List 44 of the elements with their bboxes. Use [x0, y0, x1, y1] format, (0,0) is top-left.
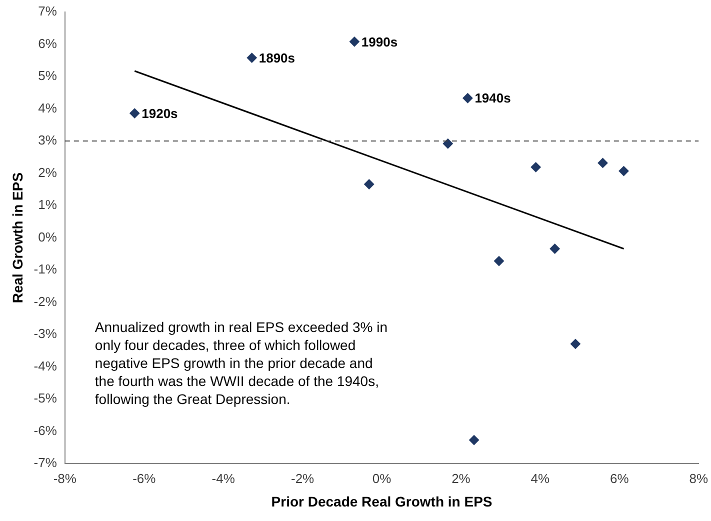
annotation: Annualized growth in real EPS exceeded 3% in only four decades, three of which followed negative EPS growth in the prior decade and the fourth was the WWII decade of the 1940s, following the Great Depression. — [94, 318, 388, 407]
x-tick-label: 4% — [530, 470, 550, 486]
point — [462, 93, 473, 104]
annotation: 1890s — [258, 50, 296, 66]
point — [570, 338, 580, 349]
x-tick-label: 0% — [372, 470, 392, 486]
annotation: 1940s — [474, 90, 511, 106]
point — [130, 108, 140, 118]
y-tick-label: 2% — [38, 164, 58, 180]
y-tick-label: -6% — [34, 422, 58, 438]
point — [364, 179, 374, 190]
y-tick-label: 0% — [38, 229, 58, 244]
y-tick-label: 3% — [38, 132, 58, 148]
point — [494, 256, 504, 266]
x-tick-label: -6% — [132, 470, 156, 486]
x-tick-label: -4% — [212, 470, 236, 486]
annotation: 1920s — [142, 106, 178, 121]
x-tick-label: -2% — [290, 470, 315, 486]
point — [442, 138, 453, 149]
annotation: 1990s — [361, 34, 398, 50]
y-tick-label: -3% — [34, 326, 58, 342]
y-tick-label: 1% — [38, 197, 58, 212]
x-tick-label: 8% — [689, 470, 708, 486]
point — [246, 52, 257, 63]
point — [469, 435, 480, 446]
point — [598, 158, 608, 168]
y-tick-label: 5% — [38, 68, 58, 84]
x-tick-label: -8% — [53, 470, 77, 486]
point — [530, 162, 541, 172]
y-tick-label: -4% — [34, 358, 58, 374]
x-axis-title: Prior Decade Real Growth in EPS — [271, 493, 492, 510]
y-tick-label: -2% — [34, 294, 58, 309]
x-tick-label: 2% — [452, 470, 471, 486]
y-tick-label: -1% — [34, 262, 58, 277]
x-tick-label: 6% — [610, 470, 630, 486]
y-tick-label: 4% — [38, 100, 58, 116]
point — [550, 244, 560, 254]
y-tick-label: -5% — [34, 390, 58, 406]
point — [618, 166, 629, 176]
y-tick-label: 7% — [38, 4, 58, 19]
y-tick-label: -7% — [34, 455, 58, 470]
y-axis-title: Real Growth in EPS — [9, 172, 26, 304]
point — [349, 36, 360, 47]
y-tick-label: 6% — [38, 36, 58, 51]
